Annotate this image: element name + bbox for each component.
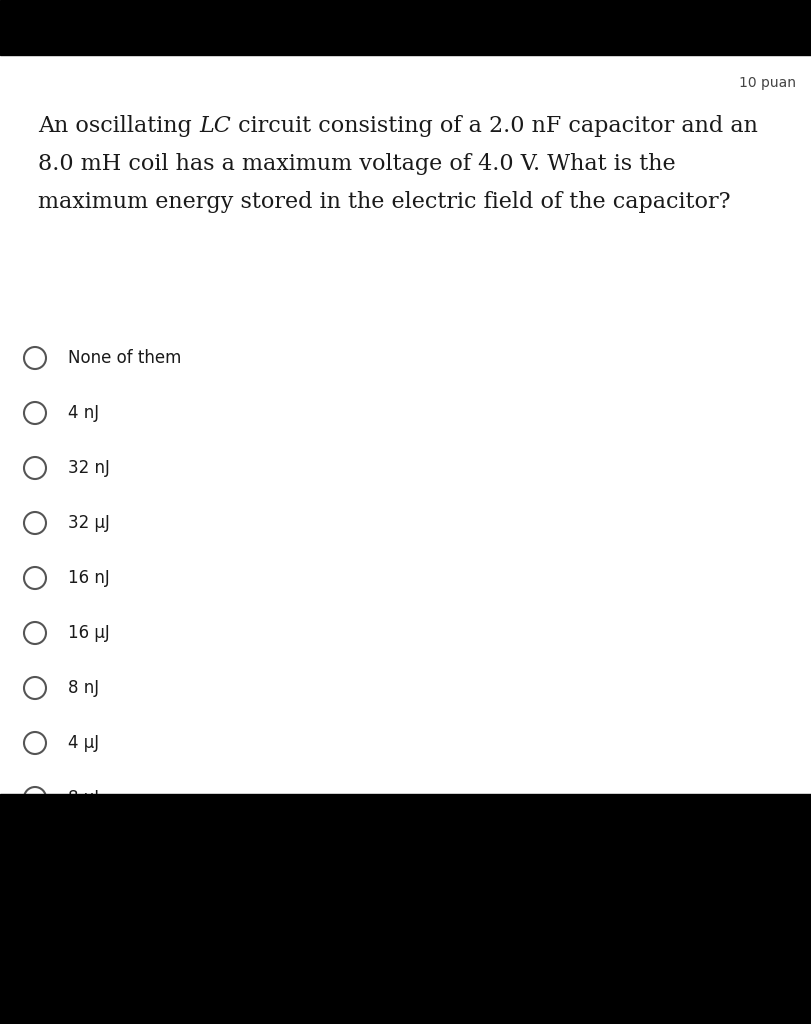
Bar bbox=[0, 0, 811, 55]
Text: 8 μJ: 8 μJ bbox=[68, 790, 99, 807]
Text: 8.0 mH coil has a maximum voltage of 4.0 V. What is the: 8.0 mH coil has a maximum voltage of 4.0… bbox=[38, 153, 676, 175]
Text: circuit consisting of a 2.0 nF capacitor and an: circuit consisting of a 2.0 nF capacitor… bbox=[230, 115, 757, 137]
Text: 32 μJ: 32 μJ bbox=[68, 514, 109, 532]
Bar bbox=[0, 794, 811, 1024]
Text: 4 μJ: 4 μJ bbox=[68, 734, 99, 752]
Text: 10 puan: 10 puan bbox=[739, 76, 796, 90]
Text: 4 nJ: 4 nJ bbox=[68, 404, 99, 422]
Text: 16 μJ: 16 μJ bbox=[68, 624, 109, 642]
Text: 16 nJ: 16 nJ bbox=[68, 569, 109, 587]
Text: 8 nJ: 8 nJ bbox=[68, 679, 99, 697]
Text: 32 nJ: 32 nJ bbox=[68, 459, 109, 477]
Text: maximum energy stored in the electric field of the capacitor?: maximum energy stored in the electric fi… bbox=[38, 191, 731, 213]
Text: An oscillating: An oscillating bbox=[38, 115, 199, 137]
Text: None of them: None of them bbox=[68, 349, 182, 367]
Text: LC: LC bbox=[199, 115, 230, 137]
